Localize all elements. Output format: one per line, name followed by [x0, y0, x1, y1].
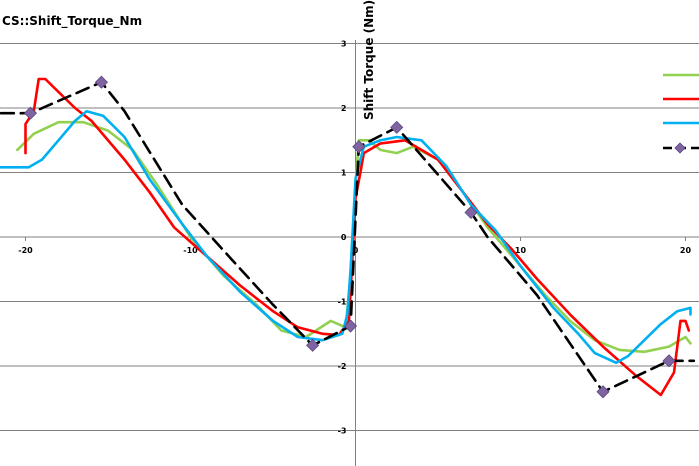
x-tick-label: 10	[515, 246, 527, 255]
x-tick-label: 20	[680, 246, 692, 255]
y-tick-label: 3	[341, 40, 347, 49]
series-marker-4	[352, 140, 366, 154]
series-marker-4	[662, 354, 676, 368]
y-tick-label: 0	[341, 233, 347, 242]
series-marker-4	[343, 319, 358, 333]
series-line-3	[0, 109, 692, 365]
series-marker-4	[596, 385, 610, 399]
legend-marker-4	[674, 142, 686, 154]
series-marker-4	[464, 205, 478, 220]
series-marker-4	[390, 120, 404, 134]
y-tick-label: -2	[338, 362, 347, 371]
x-tick-label: 0	[353, 246, 359, 255]
y-tick-label: -1	[338, 298, 347, 307]
y-tick-label: 1	[341, 169, 347, 178]
series-marker-4	[306, 338, 320, 352]
series-marker-4	[23, 106, 38, 120]
x-tick-label: -20	[18, 246, 33, 255]
y-tick-label: 2	[341, 104, 347, 113]
series-marker-4	[94, 75, 108, 89]
y-tick-label: -3	[338, 427, 347, 436]
chart-title: CS::Shift_Torque_Nm	[2, 14, 143, 28]
y-axis-label: Shift Torque (Nm)	[362, 0, 376, 120]
x-tick-label: -10	[183, 246, 198, 255]
